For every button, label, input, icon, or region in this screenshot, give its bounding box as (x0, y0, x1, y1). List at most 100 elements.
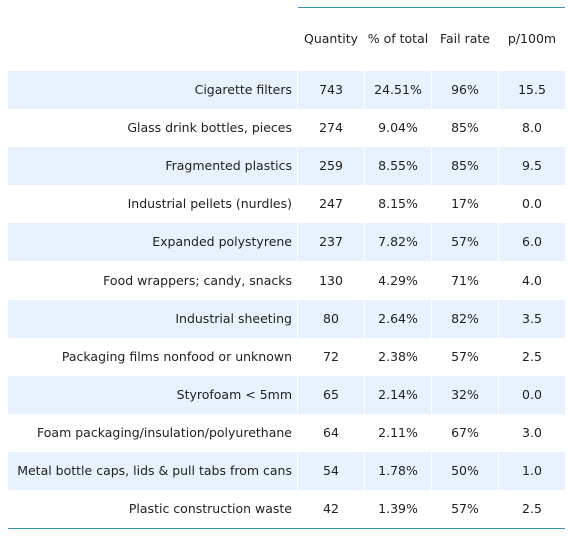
column-separator (431, 299, 432, 338)
column-separator (297, 413, 298, 452)
per-100m-cell: 1.0 (522, 463, 542, 478)
row-label: Industrial sheeting (175, 310, 292, 326)
table-row: Metal bottle caps, lids & pull tabs from… (8, 452, 565, 490)
column-separator (498, 337, 499, 376)
column-separator (297, 223, 298, 262)
column-separator (297, 147, 298, 186)
per-100m-cell: 4.0 (522, 272, 542, 288)
column-separator (498, 452, 499, 490)
fail-rate-cell: 57% (451, 234, 479, 250)
column-header-percent-total: % of total (367, 31, 429, 46)
per-100m-cell: 3.0 (522, 424, 542, 440)
row-label: Glass drink bottles, pieces (127, 120, 292, 136)
column-header-quantity: Quantity (303, 31, 359, 46)
column-separator (498, 147, 499, 186)
table-row: Styrofoam < 5mm 65 2.14% 32% 0.0 (8, 375, 565, 414)
column-separator (364, 223, 365, 262)
quantity-cell: 237 (319, 234, 343, 250)
percent-total-cell: 2.14% (378, 386, 418, 402)
fail-rate-cell: 71% (451, 272, 479, 288)
table-row: Food wrappers; candy, snacks 130 4.29% 71% 4… (8, 261, 565, 300)
quantity-cell: 743 (319, 82, 343, 97)
top-rule (298, 7, 565, 8)
column-separator (297, 299, 298, 338)
column-separator (498, 71, 499, 109)
column-separator (431, 223, 432, 262)
row-label: Metal bottle caps, lids & pull tabs from… (17, 463, 292, 478)
table-row: Plastic construction waste 42 1.39% 57% 2.5 (8, 490, 565, 529)
per-100m-cell: 9.5 (522, 158, 542, 174)
column-separator (364, 337, 365, 376)
row-label: Packaging films nonfood or unknown (61, 348, 292, 364)
table-row: Cigarette filters 743 24.51% 96% 15.5 (8, 71, 565, 109)
quantity-cell: 130 (319, 272, 343, 288)
column-separator (498, 185, 499, 224)
column-separator (297, 71, 298, 109)
column-separator (297, 337, 298, 376)
fail-rate-cell: 17% (451, 196, 479, 212)
column-separator (498, 223, 499, 262)
row-label: Styrofoam < 5mm (176, 386, 292, 402)
fail-rate-cell: 32% (451, 386, 479, 402)
percent-total-cell: 9.04% (378, 120, 418, 136)
table-row: Glass drink bottles, pieces 274 9.04% 85% 8.… (8, 109, 565, 148)
column-separator (431, 71, 432, 109)
row-label: Food wrappers; candy, snacks (103, 272, 292, 288)
bottom-rule (8, 528, 565, 529)
column-separator (364, 261, 365, 300)
column-separator (498, 413, 499, 452)
quantity-cell: 42 (323, 501, 339, 517)
column-header-fail-rate: Fail rate (439, 31, 490, 46)
column-separator (297, 375, 298, 414)
column-separator (431, 413, 432, 452)
column-separator (364, 147, 365, 186)
row-label: Plastic construction waste (128, 501, 292, 517)
column-separator (364, 490, 365, 529)
quantity-cell: 247 (319, 196, 343, 212)
per-100m-cell: 15.5 (518, 82, 546, 97)
column-separator (297, 185, 298, 224)
fail-rate-cell: 57% (451, 501, 479, 517)
column-header-per-100m: p/100m (507, 31, 557, 46)
per-100m-cell: 3.5 (522, 310, 542, 326)
quantity-cell: 72 (323, 348, 339, 364)
percent-total-cell: 1.78% (378, 463, 418, 478)
column-separator (431, 375, 432, 414)
percent-total-cell: 4.29% (378, 272, 418, 288)
fail-rate-cell: 57% (451, 348, 479, 364)
table-row: Industrial sheeting 80 2.64% 82% 3.5 (8, 299, 565, 338)
fail-rate-cell: 67% (451, 424, 479, 440)
column-separator (364, 413, 365, 452)
quantity-cell: 274 (319, 120, 343, 136)
column-separator (364, 375, 365, 414)
per-100m-cell: 0.0 (522, 196, 542, 212)
column-separator (364, 71, 365, 109)
percent-total-cell: 8.55% (378, 158, 418, 174)
column-separator (498, 261, 499, 300)
per-100m-cell: 2.5 (522, 501, 542, 517)
column-separator (364, 452, 365, 490)
per-100m-cell: 0.0 (522, 386, 542, 402)
per-100m-cell: 6.0 (522, 234, 542, 250)
column-separator (431, 109, 432, 148)
row-label: Cigarette filters (194, 82, 292, 97)
table-row: Industrial pellets (nurdles) 247 8.15% 17% 0… (8, 185, 565, 224)
row-label: Industrial pellets (nurdles) (127, 196, 292, 212)
row-label: Expanded polystyrene (152, 234, 292, 250)
percent-total-cell: 24.51% (374, 82, 422, 97)
percent-total-cell: 2.11% (378, 424, 418, 440)
column-separator (297, 490, 298, 529)
percent-total-cell: 8.15% (378, 196, 418, 212)
quantity-cell: 54 (323, 463, 339, 478)
quantity-cell: 80 (323, 310, 339, 326)
quantity-cell: 64 (323, 424, 339, 440)
column-separator (431, 452, 432, 490)
percent-total-cell: 7.82% (378, 234, 418, 250)
percent-total-cell: 2.64% (378, 310, 418, 326)
row-label: Fragmented plastics (165, 158, 292, 174)
table-row: Packaging films nonfood or unknown 72 2.38… (8, 337, 565, 376)
fail-rate-cell: 82% (451, 310, 479, 326)
column-separator (297, 109, 298, 148)
column-separator (498, 375, 499, 414)
fail-rate-cell: 85% (451, 158, 479, 174)
